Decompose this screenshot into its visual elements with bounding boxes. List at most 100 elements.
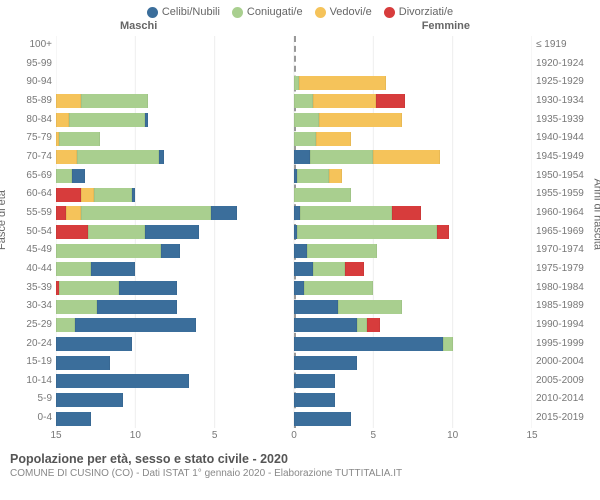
bar-segment-c	[56, 337, 132, 351]
age-band-row	[56, 262, 532, 276]
gender-labels: Maschi Femmine	[0, 20, 600, 36]
bar-segment-c	[294, 262, 313, 276]
age-band-row	[56, 113, 532, 127]
bar-segment-co	[81, 206, 211, 220]
bar-segment-co	[297, 169, 329, 183]
bar-segment-co	[294, 188, 351, 202]
birth-label: 2010-2014	[536, 390, 600, 409]
bar-segment-c	[294, 412, 351, 426]
female-bar	[294, 113, 532, 127]
bar-segment-co	[310, 150, 373, 164]
legend-label: Vedovi/e	[330, 6, 372, 18]
legend-item: Celibi/Nubili	[147, 6, 220, 18]
male-label: Maschi	[120, 20, 157, 32]
bar-segment-co	[56, 169, 72, 183]
age-band-row	[56, 393, 532, 407]
bar-segment-c	[75, 318, 196, 332]
birth-label: 1925-1929	[536, 73, 600, 92]
x-tick: 5	[371, 430, 377, 441]
bar-segment-c	[294, 337, 443, 351]
chart-footer: Popolazione per età, sesso e stato civil…	[10, 452, 590, 479]
female-bar	[294, 412, 532, 426]
bar-segment-co	[294, 94, 313, 108]
female-bar	[294, 374, 532, 388]
bar-rows	[56, 36, 532, 428]
age-band-row	[56, 132, 532, 146]
x-tick: 10	[447, 430, 458, 441]
age-band-row	[56, 38, 532, 52]
male-bar	[56, 206, 294, 220]
female-bar	[294, 281, 532, 295]
birth-label: 1955-1959	[536, 185, 600, 204]
male-bar	[56, 132, 294, 146]
birth-label: 1920-1924	[536, 55, 600, 74]
birth-label: 1995-1999	[536, 335, 600, 354]
legend-label: Celibi/Nubili	[162, 6, 220, 18]
bar-segment-v	[81, 188, 94, 202]
age-label: 55-59	[0, 204, 52, 223]
female-bar	[294, 206, 532, 220]
birth-label: 1980-1984	[536, 279, 600, 298]
male-bar	[56, 169, 294, 183]
bar-segment-co	[294, 132, 316, 146]
bar-segment-c	[294, 281, 304, 295]
age-label: 10-14	[0, 372, 52, 391]
bar-segment-v	[56, 150, 77, 164]
bar-segment-co	[59, 132, 100, 146]
x-tick: 5	[212, 430, 218, 441]
male-bar	[56, 318, 294, 332]
age-band-row	[56, 76, 532, 90]
age-label: 100+	[0, 36, 52, 55]
bar-segment-c	[159, 150, 164, 164]
bar-segment-co	[307, 244, 377, 258]
bar-segment-co	[56, 244, 161, 258]
age-band-row	[56, 374, 532, 388]
female-bar	[294, 262, 532, 276]
male-bar	[56, 94, 294, 108]
bar-segment-c	[145, 225, 199, 239]
birth-label: 1970-1974	[536, 241, 600, 260]
legend-swatch	[384, 7, 395, 18]
age-band-row	[56, 281, 532, 295]
bar-segment-c	[56, 412, 91, 426]
female-bar	[294, 337, 532, 351]
age-band-row	[56, 188, 532, 202]
bar-segment-v	[373, 150, 440, 164]
legend-swatch	[232, 7, 243, 18]
bar-segment-c	[294, 318, 357, 332]
age-band-row	[56, 318, 532, 332]
legend-swatch	[147, 7, 158, 18]
bar-segment-c	[56, 356, 110, 370]
legend-label: Coniugati/e	[247, 6, 303, 18]
female-bar	[294, 225, 532, 239]
bar-segment-co	[56, 300, 97, 314]
bar-segment-co	[56, 262, 91, 276]
x-tick: 10	[130, 430, 141, 441]
y-axis-age-labels: 100+95-9990-9485-8980-8475-7970-7465-696…	[0, 36, 56, 428]
male-bar	[56, 76, 294, 90]
birth-label: 1965-1969	[536, 223, 600, 242]
female-bar	[294, 318, 532, 332]
female-bar	[294, 57, 532, 71]
age-label: 30-34	[0, 297, 52, 316]
male-bar	[56, 38, 294, 52]
bar-segment-d	[437, 225, 450, 239]
age-label: 85-89	[0, 92, 52, 111]
legend-item: Vedovi/e	[315, 6, 372, 18]
birth-label: 1985-1989	[536, 297, 600, 316]
male-bar	[56, 374, 294, 388]
age-label: 80-84	[0, 111, 52, 130]
bar-segment-co	[56, 318, 75, 332]
bar-segment-v	[316, 132, 351, 146]
birth-label: 1990-1994	[536, 316, 600, 335]
birth-label: 1950-1954	[536, 167, 600, 186]
age-label: 35-39	[0, 279, 52, 298]
age-band-row	[56, 337, 532, 351]
birth-label: 1940-1944	[536, 129, 600, 148]
bar-segment-v	[66, 206, 82, 220]
bar-segment-c	[119, 281, 176, 295]
chart-title: Popolazione per età, sesso e stato civil…	[10, 452, 590, 466]
male-bar	[56, 337, 294, 351]
bar-segment-c	[132, 188, 135, 202]
bar-segment-co	[338, 300, 401, 314]
